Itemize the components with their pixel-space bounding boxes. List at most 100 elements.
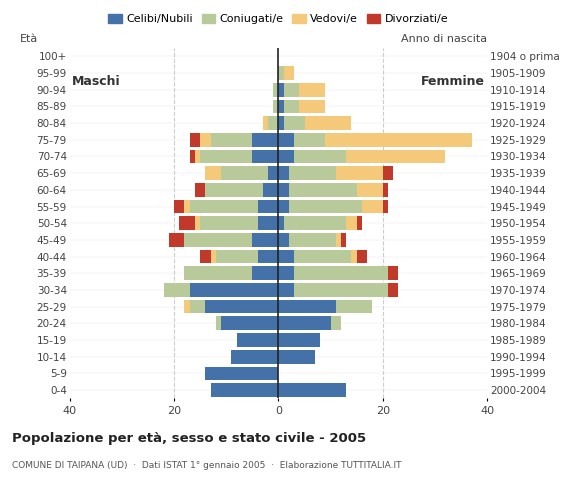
Bar [388, 266, 398, 280]
Bar [299, 99, 325, 113]
Bar [294, 133, 325, 146]
Bar [221, 166, 268, 180]
Text: Femmine: Femmine [420, 75, 485, 88]
Bar [190, 150, 195, 163]
Bar [278, 116, 284, 130]
Bar [190, 133, 200, 146]
Bar [252, 233, 278, 247]
Bar [211, 383, 278, 397]
Bar [278, 66, 284, 80]
Bar [294, 266, 388, 280]
Bar [211, 133, 252, 146]
Bar [258, 200, 278, 213]
Bar [278, 200, 289, 213]
Bar [278, 233, 289, 247]
Bar [237, 333, 278, 347]
Bar [278, 183, 289, 197]
Bar [284, 66, 294, 80]
Text: Anno di nascita: Anno di nascita [401, 35, 487, 45]
Bar [263, 183, 278, 197]
Bar [357, 183, 383, 197]
Bar [331, 316, 341, 330]
Bar [388, 283, 398, 297]
Bar [278, 350, 315, 363]
Bar [351, 250, 357, 264]
Bar [200, 216, 258, 230]
Bar [200, 150, 252, 163]
Bar [289, 200, 362, 213]
Text: Maschi: Maschi [72, 75, 121, 88]
Bar [357, 216, 362, 230]
Bar [362, 200, 383, 213]
Bar [252, 266, 278, 280]
Bar [263, 116, 268, 130]
Bar [284, 83, 299, 96]
Bar [304, 116, 351, 130]
Bar [273, 83, 278, 96]
Bar [205, 300, 278, 313]
Legend: Celibi/Nubili, Coniugati/e, Vedovi/e, Divorziati/e: Celibi/Nubili, Coniugati/e, Vedovi/e, Di… [104, 9, 453, 28]
Bar [278, 283, 294, 297]
Bar [221, 316, 278, 330]
Bar [216, 250, 258, 264]
Bar [278, 133, 294, 146]
Bar [184, 266, 252, 280]
Bar [341, 233, 346, 247]
Bar [184, 233, 252, 247]
Bar [325, 133, 472, 146]
Bar [252, 150, 278, 163]
Bar [383, 166, 393, 180]
Bar [284, 99, 299, 113]
Bar [278, 383, 346, 397]
Bar [216, 316, 221, 330]
Bar [278, 266, 294, 280]
Bar [284, 216, 346, 230]
Bar [211, 250, 216, 264]
Bar [205, 367, 278, 380]
Bar [268, 166, 278, 180]
Bar [289, 183, 357, 197]
Bar [184, 200, 190, 213]
Bar [294, 150, 346, 163]
Text: Popolazione per età, sesso e stato civile - 2005: Popolazione per età, sesso e stato civil… [12, 432, 366, 445]
Bar [278, 83, 284, 96]
Bar [289, 166, 336, 180]
Bar [336, 233, 341, 247]
Bar [200, 133, 211, 146]
Bar [169, 233, 184, 247]
Bar [190, 300, 205, 313]
Bar [383, 200, 388, 213]
Bar [294, 283, 388, 297]
Bar [179, 216, 195, 230]
Bar [184, 300, 190, 313]
Bar [278, 216, 284, 230]
Bar [258, 250, 278, 264]
Bar [289, 233, 336, 247]
Bar [346, 150, 445, 163]
Bar [336, 300, 372, 313]
Bar [278, 333, 320, 347]
Bar [278, 150, 294, 163]
Bar [231, 350, 278, 363]
Bar [252, 133, 278, 146]
Bar [278, 99, 284, 113]
Bar [284, 116, 304, 130]
Bar [258, 216, 278, 230]
Bar [195, 183, 205, 197]
Bar [336, 166, 383, 180]
Text: Età: Età [20, 35, 38, 45]
Bar [205, 183, 263, 197]
Bar [174, 200, 184, 213]
Bar [200, 250, 211, 264]
Bar [278, 300, 336, 313]
Bar [195, 150, 200, 163]
Bar [190, 200, 258, 213]
Bar [195, 216, 200, 230]
Bar [164, 283, 190, 297]
Bar [190, 283, 278, 297]
Bar [299, 83, 325, 96]
Bar [278, 250, 294, 264]
Bar [273, 99, 278, 113]
Bar [357, 250, 367, 264]
Bar [346, 216, 357, 230]
